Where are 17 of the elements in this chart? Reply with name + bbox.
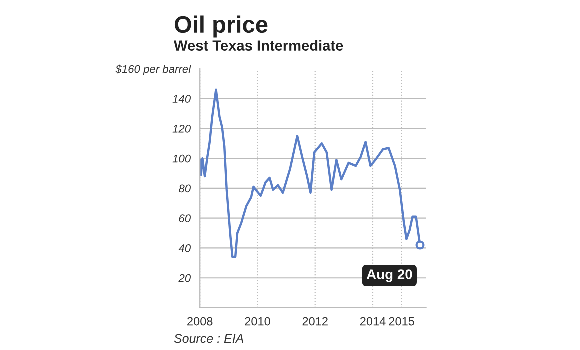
chart-subtitle: West Texas Intermediate bbox=[174, 40, 344, 51]
y-tick-label: 140 bbox=[172, 95, 191, 103]
y-tick-label: $160 per barrel bbox=[116, 64, 192, 76]
chart-title: Oil price bbox=[174, 16, 268, 38]
y-tick-label: 60 bbox=[179, 214, 191, 222]
source-note: Source : EIA bbox=[174, 334, 244, 344]
y-tick-label: 120 bbox=[172, 124, 191, 133]
x-tick-label: 2015 bbox=[389, 317, 414, 326]
y-tick-label: 20 bbox=[178, 274, 191, 282]
x-tick-label: 2008 bbox=[188, 317, 213, 326]
y-tick-label: 100 bbox=[172, 154, 191, 163]
x-tick-label: 2014 bbox=[360, 317, 386, 326]
annotation: Aug 20 bbox=[366, 270, 412, 282]
x-tick-label: 2010 bbox=[245, 317, 270, 326]
y-tick-label: 80 bbox=[179, 184, 191, 193]
x-tick-label: 2012 bbox=[302, 317, 328, 326]
y-tick-label: 40 bbox=[178, 244, 191, 252]
